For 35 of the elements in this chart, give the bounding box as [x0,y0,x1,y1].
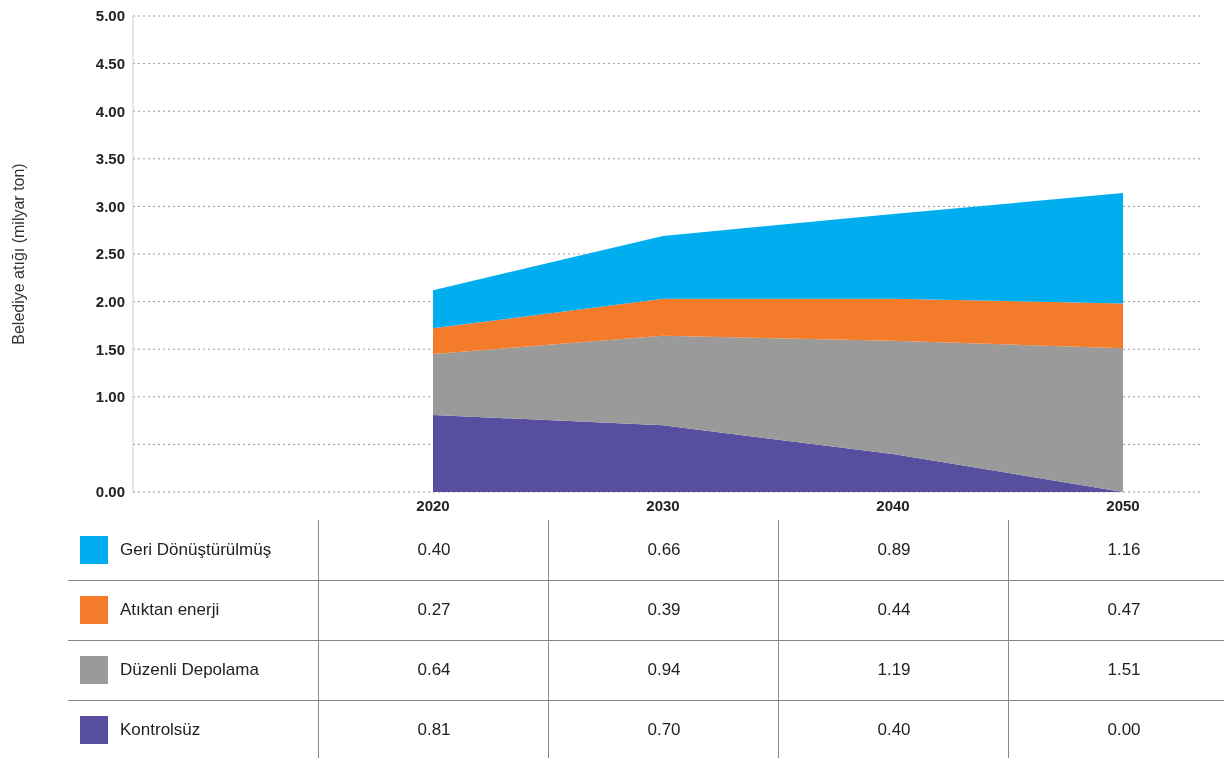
x-tick-label: 2030 [646,496,680,514]
data-label: 1.16 [1008,520,1232,580]
x-tick-label: 2040 [876,496,910,514]
data-label: 0.40 [778,700,1009,758]
y-tick-label: 2.00 [95,292,125,310]
y-tick-label: 4.50 [95,54,125,72]
data-label: 0.66 [548,520,779,580]
data-label: 0.70 [548,700,779,758]
y-tick-label: 0.00 [95,483,125,501]
x-tick-label: 2050 [1106,496,1140,514]
data-label: 0.40 [318,520,549,580]
data-label: 0.64 [318,640,549,700]
y-tick-label: 2.50 [95,245,125,263]
legend-label: Geri Dönüştürülmüş [120,540,272,560]
legend-label: Atıktan enerji [120,600,220,620]
y-axis-title: Belediye atığı (milyar ton) [9,163,27,345]
x-tick-label: 2020 [416,496,450,514]
legend-label: Düzenli Depolama [120,660,259,680]
y-tick-label: 3.50 [95,150,125,168]
y-tick-label: 3.00 [95,197,125,215]
data-label: 0.81 [318,700,549,758]
legend-label: Kontrolsüz [120,720,201,740]
data-label: 0.44 [778,580,1009,640]
y-tick-label: 1.00 [95,388,125,406]
data-label: 0.27 [318,580,549,640]
data-label: 0.47 [1008,580,1232,640]
data-label: 1.51 [1008,640,1232,700]
y-tick-label: 4.00 [95,102,125,120]
data-label: 0.89 [778,520,1009,580]
y-tick-label: 5.00 [95,7,125,25]
data-label: 1.19 [778,640,1009,700]
y-tick-label: 1.50 [95,340,125,358]
data-label: 0.00 [1008,700,1232,758]
data-label: 0.39 [548,580,779,640]
data-label: 0.94 [548,640,779,700]
